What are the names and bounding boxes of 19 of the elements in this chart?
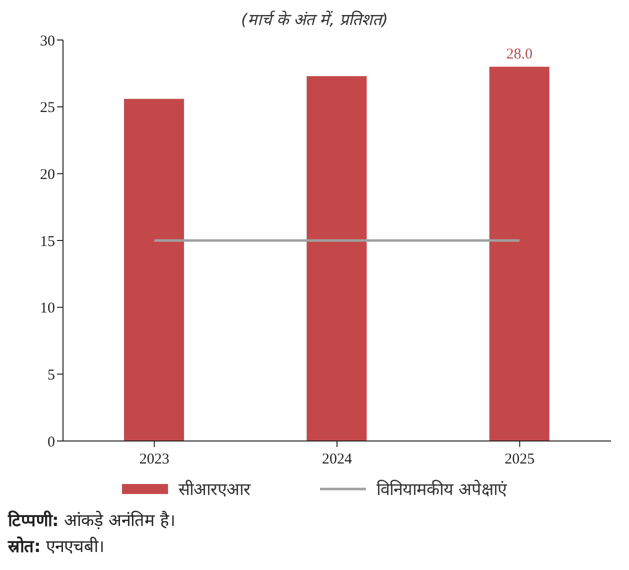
bar bbox=[306, 76, 367, 441]
bar bbox=[124, 98, 184, 441]
x-tick-label: 2025 bbox=[504, 452, 535, 468]
legend-label: विनियामकीय अपेक्षाएं bbox=[376, 478, 507, 500]
y-tick-label: 20 bbox=[40, 166, 55, 183]
bar bbox=[489, 66, 550, 441]
legend-label: सीआरएआर bbox=[178, 478, 250, 500]
y-tick-label: 25 bbox=[40, 100, 55, 116]
text: स्रोत: एनएचबी। bbox=[8, 536, 106, 559]
y-tick-label: 5 bbox=[48, 367, 55, 384]
y-tick-label: 30 bbox=[40, 33, 55, 50]
x-tick-label: 2024 bbox=[322, 452, 352, 468]
chart-subtitle: (मार्च के अंत में, प्रतिशत) bbox=[240, 9, 389, 30]
y-tick-label: 10 bbox=[40, 300, 55, 317]
text: टिप्पणी: आंकड़े अनंतिम है। bbox=[8, 510, 176, 533]
x-tick-label: 2023 bbox=[139, 452, 170, 468]
data-label: 28.0 bbox=[506, 46, 532, 63]
y-tick-label: 15 bbox=[40, 234, 55, 250]
y-tick-label: 0 bbox=[48, 434, 55, 450]
